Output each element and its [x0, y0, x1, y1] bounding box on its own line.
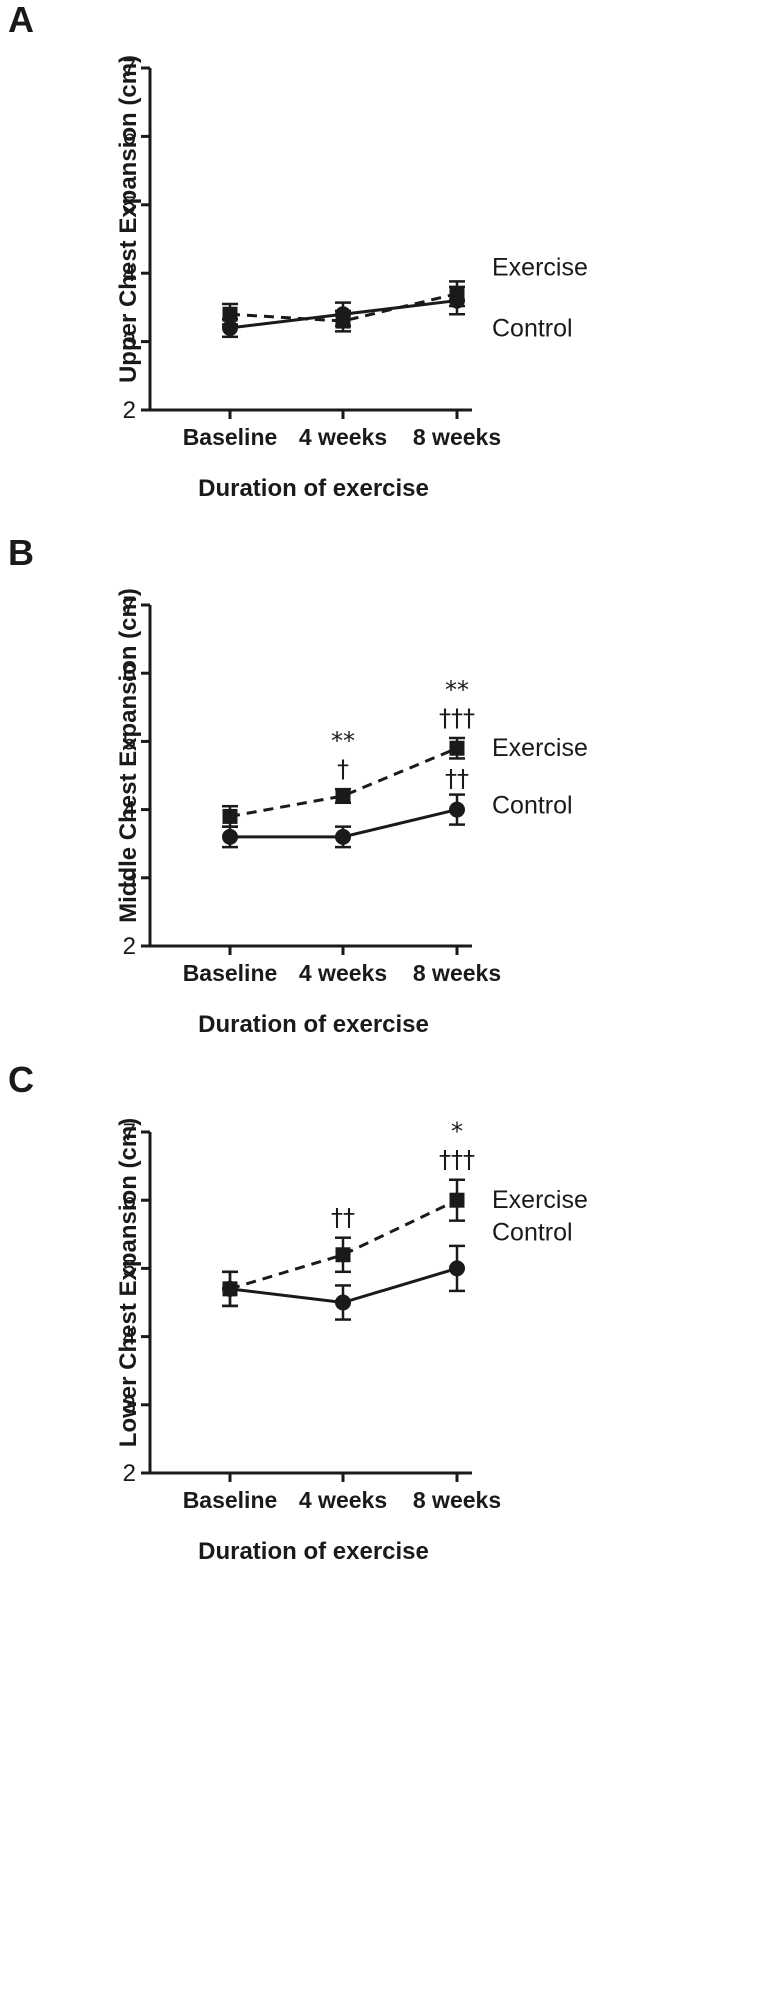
data-point-exercise — [449, 740, 465, 756]
y-tick-label: 6 — [123, 660, 136, 687]
x-axis-title: Duration of exercise — [198, 475, 429, 502]
x-tick-label: 8 weeks — [413, 424, 501, 450]
y-tick-label: 2 — [123, 397, 136, 424]
panel-letter: C — [8, 1059, 34, 1100]
y-tick-label: 6 — [123, 1187, 136, 1214]
data-point-exercise — [335, 788, 351, 804]
y-tick-label: 2 — [123, 933, 136, 960]
legend-label-control: Control — [492, 315, 573, 343]
legend-label-exercise: Exercise — [492, 1186, 588, 1214]
chart-panel-c: C 2 3 4 5 6 7 Baseline 4 weeks 8 weeks Duration of… — [8, 1059, 588, 1565]
y-axis-title: Upper Chest Expansion (cm) — [115, 55, 142, 383]
data-point-exercise — [449, 286, 465, 302]
significance-mark: ††† — [439, 704, 475, 732]
y-tick-label: 5 — [123, 1255, 136, 1282]
data-point-exercise — [449, 1192, 465, 1208]
significance-mark: †† — [445, 765, 469, 793]
series-line-exercise — [229, 292, 458, 323]
legend-label-control: Control — [492, 792, 573, 820]
chart-panel-a: A 2 3 4 5 6 7 Baseline 4 weeks 8 weeks Duration of… — [8, 0, 588, 502]
significance-mark: ** — [331, 727, 355, 755]
chart-panel-b: B 2 3 4 5 6 7 Baseline 4 weeks 8 weeks Duration of… — [8, 532, 588, 1038]
data-point-control — [335, 1294, 351, 1311]
x-tick-label: 8 weeks — [413, 1487, 501, 1513]
series-line-exercise — [229, 746, 458, 818]
x-tick-label: 4 weeks — [299, 960, 387, 986]
data-point-control — [335, 828, 351, 845]
y-tick-label: 4 — [123, 1324, 136, 1351]
data-point-control — [449, 1260, 465, 1277]
legend-label-exercise: Exercise — [492, 254, 588, 282]
x-tick-label: Baseline — [183, 960, 278, 986]
x-axis-title: Duration of exercise — [198, 1011, 429, 1038]
x-axis-title: Duration of exercise — [198, 1538, 429, 1565]
x-tick-label: Baseline — [183, 424, 278, 450]
panel-letter: A — [8, 0, 34, 40]
data-point-exercise — [222, 808, 238, 824]
y-tick-label: 4 — [123, 260, 136, 287]
y-tick-label: 7 — [123, 592, 136, 619]
y-tick-label: 3 — [123, 865, 136, 892]
significance-mark: ** — [445, 676, 469, 704]
y-tick-label: 5 — [123, 728, 136, 755]
significance-mark: † — [337, 755, 349, 783]
y-tick-label: 3 — [123, 329, 136, 356]
significance-mark: †† — [331, 1204, 355, 1232]
y-tick-label: 5 — [123, 192, 136, 219]
x-tick-label: 4 weeks — [299, 424, 387, 450]
data-point-exercise — [222, 1281, 238, 1297]
x-tick-label: Baseline — [183, 1487, 278, 1513]
significance-mark: * — [451, 1118, 463, 1146]
series-line-exercise — [229, 1198, 458, 1291]
y-axis-title: Middle Chest Expansion (cm) — [115, 588, 142, 923]
data-point-control — [222, 828, 238, 845]
y-axis-title: Lower Chest Expansion (cm) — [115, 1118, 142, 1447]
legend-label-control: Control — [492, 1218, 573, 1246]
significance-mark: ††† — [439, 1146, 475, 1174]
x-tick-label: 8 weeks — [413, 960, 501, 986]
data-point-exercise — [335, 1247, 351, 1263]
y-tick-label: 6 — [123, 123, 136, 150]
y-tick-label: 3 — [123, 1392, 136, 1419]
data-point-control — [449, 801, 465, 818]
y-tick-label: 4 — [123, 797, 136, 824]
y-tick-label: 2 — [123, 1460, 136, 1487]
panel-letter: B — [8, 532, 34, 573]
y-tick-label: 7 — [123, 55, 136, 82]
x-tick-label: 4 weeks — [299, 1487, 387, 1513]
y-tick-label: 7 — [123, 1119, 136, 1146]
legend-label-exercise: Exercise — [492, 734, 588, 762]
data-point-exercise — [222, 306, 238, 322]
data-point-exercise — [335, 313, 351, 329]
